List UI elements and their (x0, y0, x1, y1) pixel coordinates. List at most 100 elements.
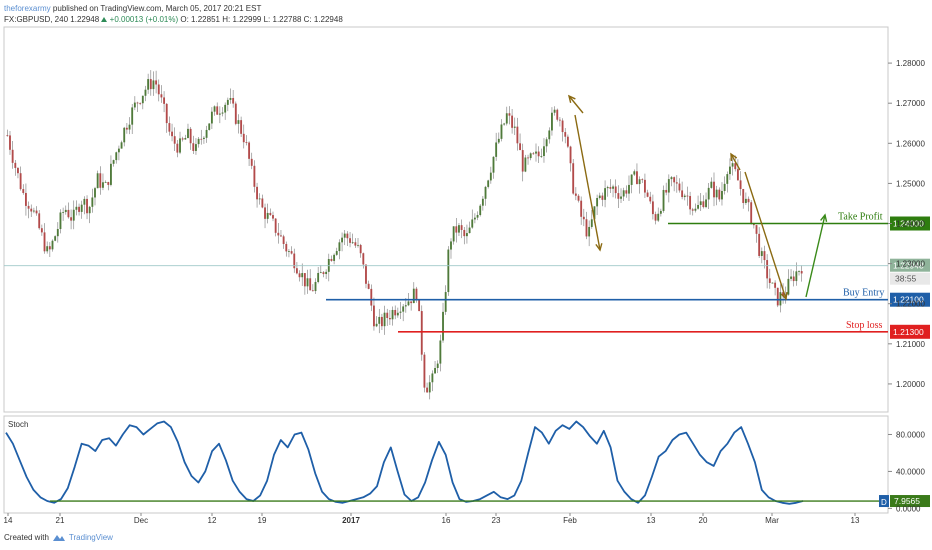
candle-body (606, 187, 609, 189)
candle-body (460, 225, 463, 230)
tradingview-logo-icon (52, 534, 65, 541)
candle-body (588, 226, 591, 237)
candle-body (280, 235, 282, 237)
candle-body (798, 271, 800, 272)
candle-body (434, 368, 436, 374)
open-value: O: 1.22851 (180, 15, 220, 24)
level-label: Buy Entry (843, 288, 884, 299)
candle-body (104, 182, 107, 183)
author-link[interactable]: theforexarmy (4, 4, 51, 13)
candle-body (341, 237, 343, 243)
price-tick-label: 1.28000 (896, 59, 925, 68)
candle-body (208, 123, 211, 130)
candle-body (625, 190, 628, 194)
candle-body (181, 138, 184, 140)
candle-body (673, 177, 676, 183)
close-value: C: 1.22948 (303, 15, 343, 24)
candle-body (566, 136, 569, 147)
candle-body (771, 282, 774, 284)
candle-body (250, 158, 253, 166)
candle-body (686, 195, 689, 197)
candle-body (128, 124, 131, 130)
level-tag: 1.24000 (893, 219, 924, 229)
candle-body (736, 169, 739, 181)
footer: Created with TradingView (4, 533, 113, 542)
candle-body (266, 212, 269, 219)
time-tick-label: 21 (56, 516, 65, 525)
candle-body (197, 138, 200, 145)
candle-body (768, 278, 771, 283)
candle-body (72, 209, 75, 221)
trend-arrow-head (730, 152, 738, 162)
candle-body (468, 227, 471, 234)
trend-arrow-line (574, 114, 601, 251)
candle-body (779, 292, 782, 306)
candle-body (6, 135, 9, 137)
candle-body (338, 242, 341, 252)
candle-body (346, 233, 349, 239)
last-price-tag-bg (890, 258, 930, 272)
tradingview-brand[interactable]: TradingView (68, 533, 113, 542)
price-tick-label: 1.24000 (896, 220, 925, 229)
candle-body (596, 198, 599, 207)
candle-body (224, 104, 227, 113)
candle-body (24, 192, 27, 206)
time-tick-label: Feb (563, 516, 577, 525)
candle-body (418, 299, 421, 312)
candle-body (683, 195, 686, 198)
candle-body (187, 128, 189, 139)
candle-body (630, 174, 633, 185)
candle-body (651, 201, 654, 215)
candle-body (492, 156, 495, 173)
candle-body (378, 316, 381, 324)
price-tick-label: 1.26000 (896, 139, 925, 148)
candle-body (46, 246, 49, 252)
time-tick-label: Mar (765, 516, 779, 525)
candle-body (511, 115, 514, 128)
candle-body (253, 165, 256, 187)
price-change: +0.00013 (+0.01%) (109, 15, 179, 24)
candle-body (32, 210, 35, 212)
candle-body (450, 241, 452, 250)
candle-body (766, 260, 769, 279)
candle-body (234, 103, 237, 124)
time-tick-label: 13 (851, 516, 860, 525)
candle-body (508, 113, 511, 116)
candle-body (691, 209, 694, 211)
candle-body (694, 208, 697, 211)
candle-body (643, 179, 646, 193)
candle-body (444, 292, 447, 312)
candle-body (168, 123, 171, 132)
candle-body (383, 312, 386, 327)
candle-body (442, 311, 444, 341)
candle-body (715, 189, 718, 198)
candle-body (232, 98, 235, 104)
stoch-line (5, 420, 804, 505)
candle-body (195, 144, 197, 151)
candle-body (319, 272, 322, 274)
candle-body (721, 190, 723, 200)
candle-body (614, 186, 617, 194)
candle-body (540, 156, 543, 157)
candle-body (48, 246, 51, 250)
trend-arrow-head (595, 243, 603, 252)
candle-body (59, 212, 62, 229)
candle-body (139, 103, 142, 104)
candle-body (458, 225, 460, 233)
candle-body (707, 187, 710, 200)
candle-body (590, 219, 593, 227)
candle-body (147, 79, 150, 90)
price-tick-label: 1.22000 (896, 300, 925, 309)
candle-body (261, 198, 264, 208)
candle-body (553, 109, 556, 113)
candle-body (489, 172, 492, 181)
candle-body (622, 190, 625, 197)
candle-body (282, 236, 285, 244)
candle-body (556, 109, 559, 120)
publish-line: theforexarmy published on TradingView.co… (4, 3, 343, 14)
candle-body (226, 99, 229, 105)
candle-body (412, 288, 415, 304)
candle-body (349, 238, 351, 243)
candle-body (293, 253, 296, 269)
